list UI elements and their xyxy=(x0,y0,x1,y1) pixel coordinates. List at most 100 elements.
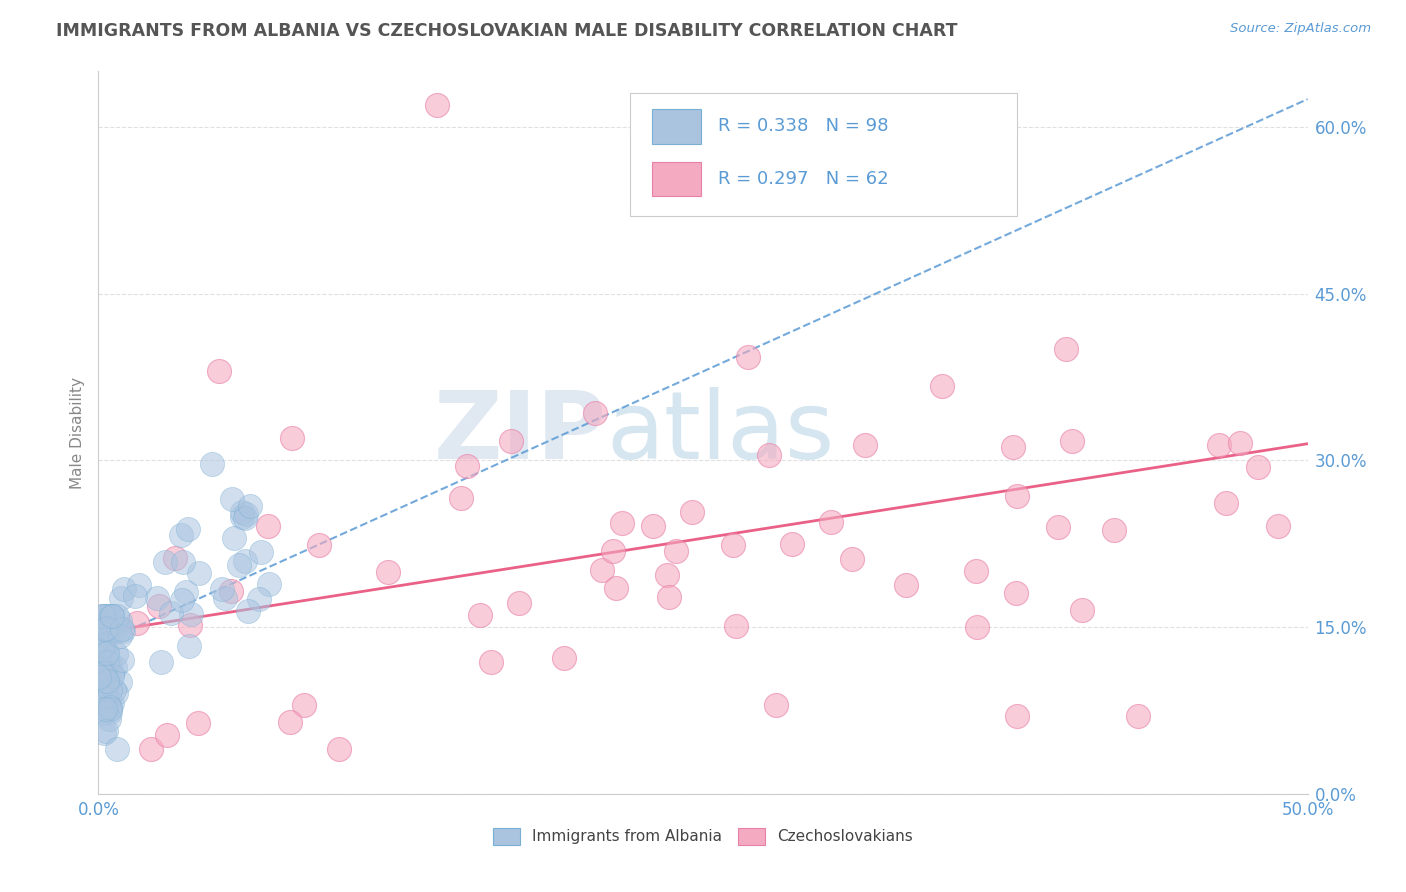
Point xyxy=(105,609,128,624)
Point xyxy=(94,673,117,687)
Point xyxy=(89,670,111,684)
Point xyxy=(96,656,118,670)
Point xyxy=(1128,709,1150,723)
Point xyxy=(211,582,233,596)
Point xyxy=(281,431,304,445)
Point xyxy=(98,682,121,697)
Point xyxy=(187,716,209,731)
Point xyxy=(110,591,132,605)
Point xyxy=(89,687,111,701)
Point xyxy=(111,653,134,667)
Point xyxy=(96,621,118,635)
Point xyxy=(103,683,125,698)
Point xyxy=(235,511,257,525)
Point xyxy=(278,714,301,729)
Text: R = 0.338   N = 98: R = 0.338 N = 98 xyxy=(717,117,889,136)
Point xyxy=(328,742,350,756)
Point xyxy=(96,645,118,659)
Point xyxy=(758,448,780,462)
Point xyxy=(93,646,115,660)
Point xyxy=(98,701,121,715)
Point xyxy=(1247,460,1270,475)
Point xyxy=(98,700,121,714)
Point xyxy=(1062,434,1084,448)
Point xyxy=(231,510,253,524)
Point xyxy=(508,596,530,610)
Point xyxy=(236,604,259,618)
Point xyxy=(655,567,678,582)
Point xyxy=(100,609,122,624)
Point xyxy=(235,507,257,521)
Point xyxy=(156,728,179,742)
Point xyxy=(966,620,988,634)
Point xyxy=(208,364,231,378)
Point xyxy=(97,675,120,690)
Point xyxy=(93,726,115,740)
Point xyxy=(308,538,330,552)
Point xyxy=(450,491,472,506)
Point xyxy=(94,689,117,703)
Point xyxy=(101,665,124,680)
Point xyxy=(101,669,124,683)
Point xyxy=(101,609,124,624)
Point xyxy=(591,563,613,577)
Point xyxy=(127,615,149,630)
Point xyxy=(479,655,502,669)
Point xyxy=(98,657,121,671)
Point xyxy=(91,609,114,624)
Point xyxy=(180,607,202,621)
Point xyxy=(259,577,281,591)
Text: R = 0.297   N = 62: R = 0.297 N = 62 xyxy=(717,170,889,188)
Point xyxy=(96,625,118,640)
Point xyxy=(221,492,243,507)
Point xyxy=(610,516,633,531)
Point xyxy=(100,625,122,640)
Point xyxy=(111,623,134,637)
Point xyxy=(98,705,121,719)
Text: ZIP: ZIP xyxy=(433,386,606,479)
Point xyxy=(170,593,193,607)
Point xyxy=(1001,440,1024,454)
Point xyxy=(104,647,127,661)
Point xyxy=(94,691,117,706)
Point xyxy=(855,438,877,452)
Point xyxy=(94,724,117,739)
Point xyxy=(148,599,170,613)
Point xyxy=(93,637,115,651)
Point xyxy=(104,686,127,700)
Point xyxy=(97,712,120,726)
Text: atlas: atlas xyxy=(606,386,835,479)
Point xyxy=(780,537,803,551)
Point xyxy=(737,350,759,364)
Text: IMMIGRANTS FROM ALBANIA VS CZECHOSLOVAKIAN MALE DISABILITY CORRELATION CHART: IMMIGRANTS FROM ALBANIA VS CZECHOSLOVAKI… xyxy=(56,22,957,40)
Point xyxy=(165,551,187,566)
Point xyxy=(94,701,117,715)
Point xyxy=(201,457,224,471)
Point xyxy=(96,674,118,689)
Point xyxy=(98,623,121,637)
Point xyxy=(107,624,129,638)
Point xyxy=(93,666,115,681)
Point xyxy=(499,434,522,448)
Point xyxy=(94,675,117,690)
Point xyxy=(91,640,114,654)
Point xyxy=(179,617,201,632)
Point xyxy=(931,379,953,393)
Point xyxy=(1007,709,1029,723)
Point xyxy=(111,624,134,638)
Point xyxy=(89,663,111,677)
Point xyxy=(724,619,747,633)
Text: Source: ZipAtlas.com: Source: ZipAtlas.com xyxy=(1230,22,1371,36)
Point xyxy=(1046,520,1069,534)
Point xyxy=(91,609,114,624)
Point xyxy=(468,607,491,622)
Point xyxy=(231,504,253,518)
Point xyxy=(553,651,575,665)
Point xyxy=(108,614,131,628)
Point xyxy=(97,698,120,712)
Point xyxy=(1071,603,1094,617)
Point xyxy=(97,609,120,624)
Point xyxy=(1208,438,1230,452)
Point xyxy=(128,578,150,592)
Point xyxy=(91,633,114,648)
